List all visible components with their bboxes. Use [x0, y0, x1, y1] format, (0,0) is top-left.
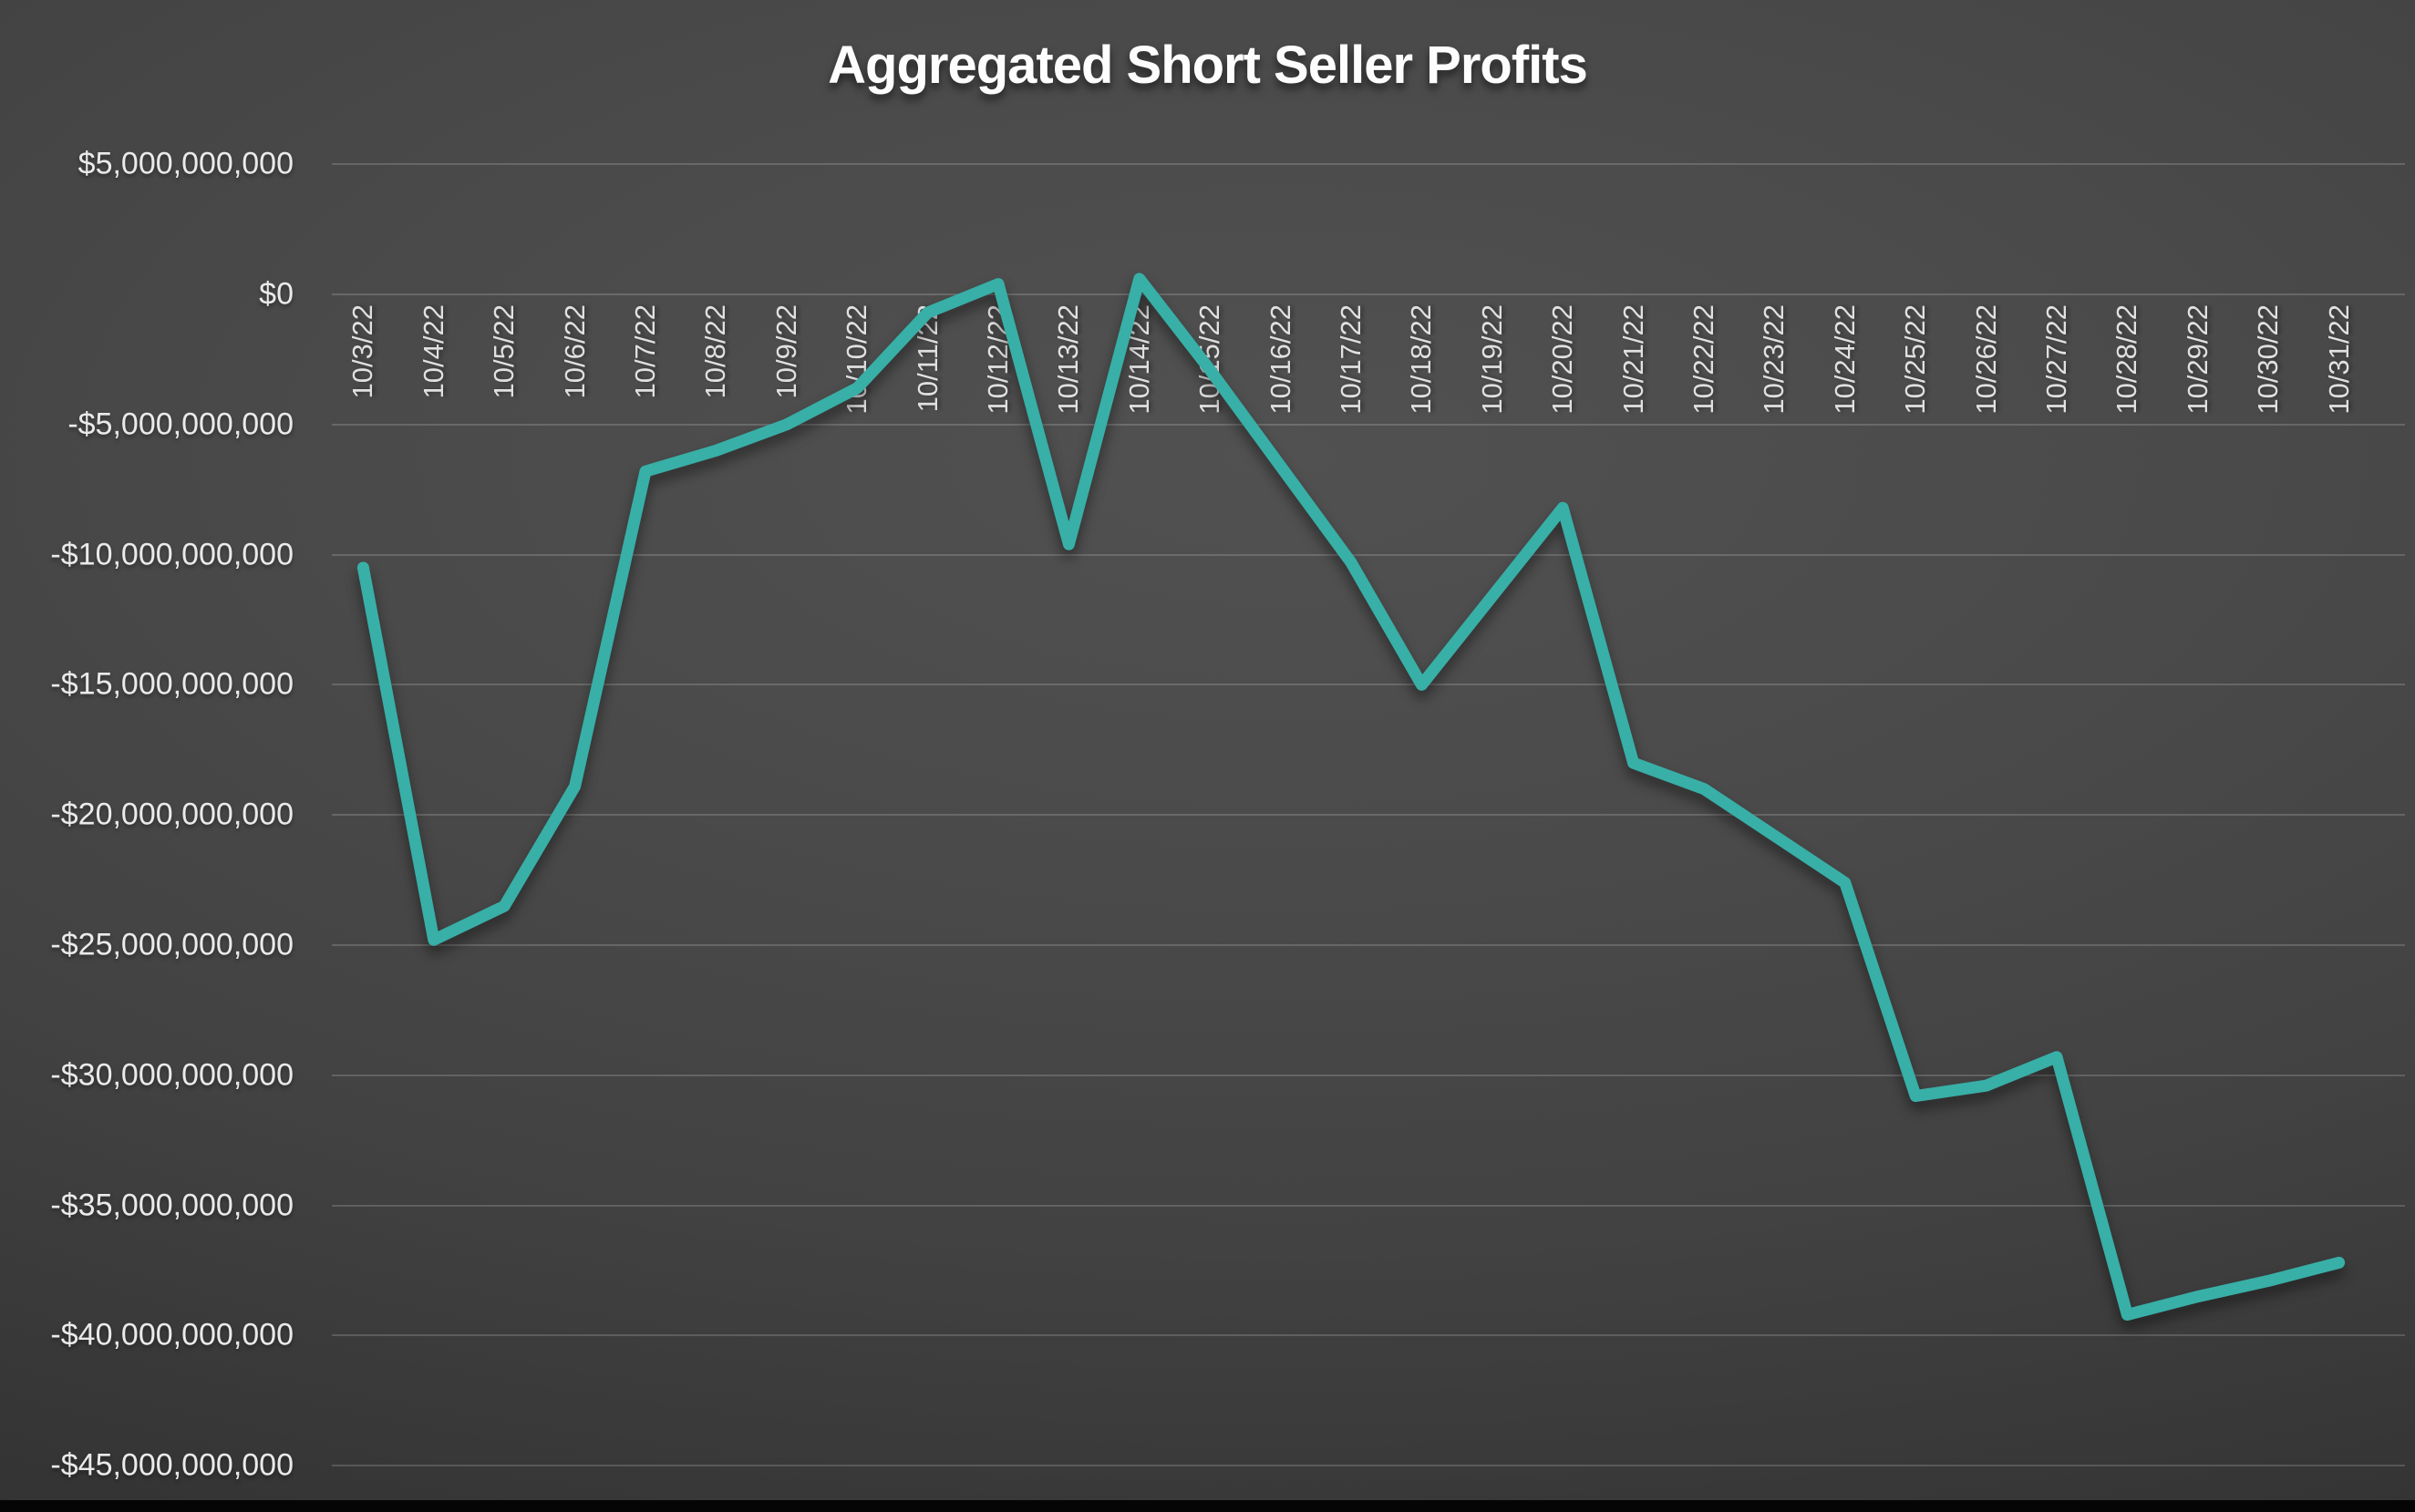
gridline — [332, 944, 2405, 946]
y-axis-tick-label: -$45,000,000,000 — [50, 1447, 294, 1483]
y-axis-tick-label: $0 — [259, 276, 294, 312]
gridline — [332, 1465, 2405, 1467]
chart-title: Aggregated Short Seller Profits — [828, 36, 1588, 95]
gridline — [332, 1074, 2405, 1076]
gridline — [332, 1334, 2405, 1337]
y-axis-tick-label: -$10,000,000,000 — [50, 537, 294, 572]
y-axis-tick-label: -$5,000,000,000 — [67, 406, 294, 442]
y-axis-tick-label: -$30,000,000,000 — [50, 1057, 294, 1093]
gridline — [332, 684, 2405, 686]
y-axis-tick-label: $5,000,000,000 — [77, 146, 294, 181]
y-axis-tick-label: -$35,000,000,000 — [50, 1188, 294, 1223]
gridline — [332, 814, 2405, 817]
gridline — [332, 163, 2405, 166]
y-axis-tick-label: -$25,000,000,000 — [50, 927, 294, 962]
y-axis-tick-label: -$20,000,000,000 — [50, 797, 294, 832]
gridline — [332, 1204, 2405, 1207]
y-axis-tick-label: -$15,000,000,000 — [50, 666, 294, 702]
gridline — [332, 553, 2405, 556]
bottom-black-bar — [0, 1500, 2415, 1512]
y-axis-tick-label: -$40,000,000,000 — [50, 1317, 294, 1353]
gridline — [332, 423, 2405, 426]
short-seller-profits-line — [356, 273, 2346, 1322]
gridline — [332, 293, 2405, 295]
